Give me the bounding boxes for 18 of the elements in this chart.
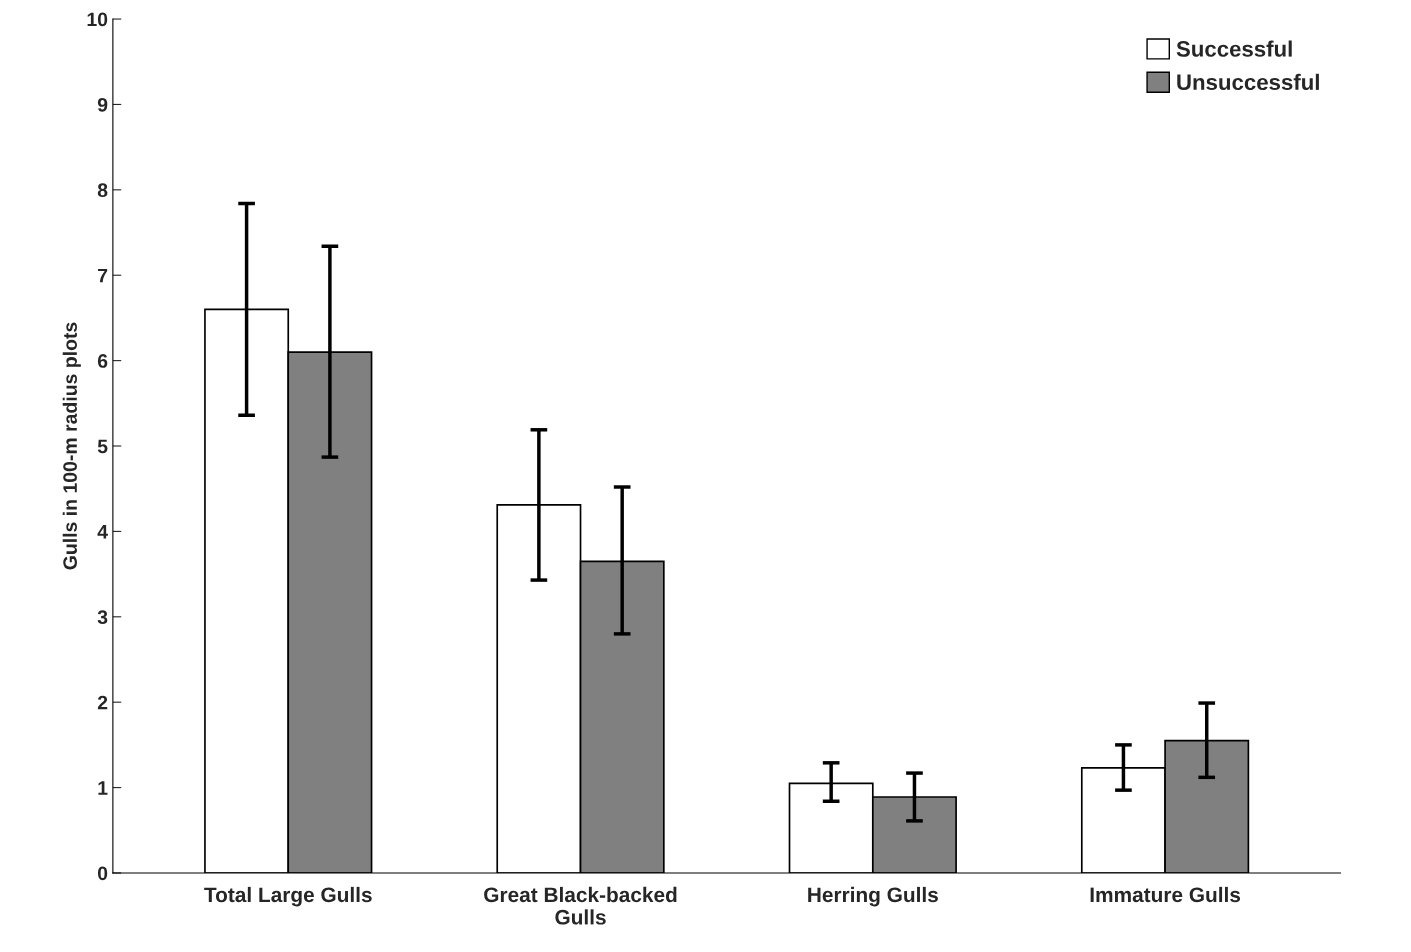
y-tick-label: 3	[97, 610, 108, 625]
y-axis-title: Gulls in 100-m radius plots	[62, 322, 81, 570]
legend-label: Unsuccessful	[1177, 73, 1319, 91]
legend-label: Successful	[1176, 40, 1292, 57]
y-tick-label: 4	[97, 525, 108, 539]
x-tick-label: Immature Gulls	[1090, 886, 1241, 903]
y-tick-label: 10	[87, 12, 108, 27]
x-tick-label: Total Large Gulls	[204, 886, 372, 907]
y-tick-label: 6	[97, 354, 108, 368]
x-tick-label: Great Black-backed Gulls	[484, 886, 677, 925]
x-tick-label: Herring Gulls	[808, 886, 938, 907]
y-tick-label: 2	[97, 695, 108, 710]
y-tick-label: 9	[97, 97, 108, 112]
y-tick-label: 1	[98, 781, 108, 795]
y-tick-label: 0	[97, 866, 108, 881]
y-tick-label: 7	[98, 268, 108, 283]
y-tick-label: 5	[97, 439, 108, 454]
y-tick-label: 8	[97, 183, 108, 198]
